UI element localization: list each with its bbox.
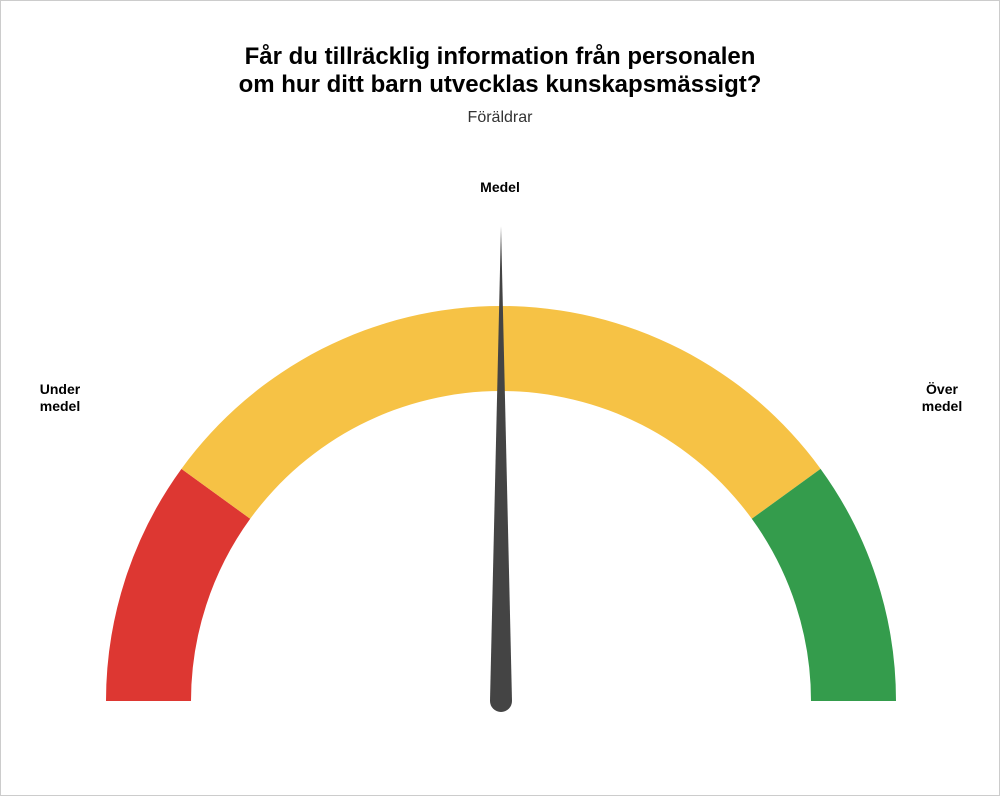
gauge-needle xyxy=(490,226,512,712)
gauge-segment xyxy=(752,469,896,701)
gauge-chart xyxy=(1,1,1000,797)
gauge-label-medel: Medel xyxy=(1,179,999,196)
gauge-label-under-medel: Under medel xyxy=(25,381,95,415)
chart-frame: Får du tillräcklig information från pers… xyxy=(0,0,1000,796)
gauge-label-over-medel: Över medel xyxy=(907,381,977,415)
gauge-segment xyxy=(106,469,250,701)
